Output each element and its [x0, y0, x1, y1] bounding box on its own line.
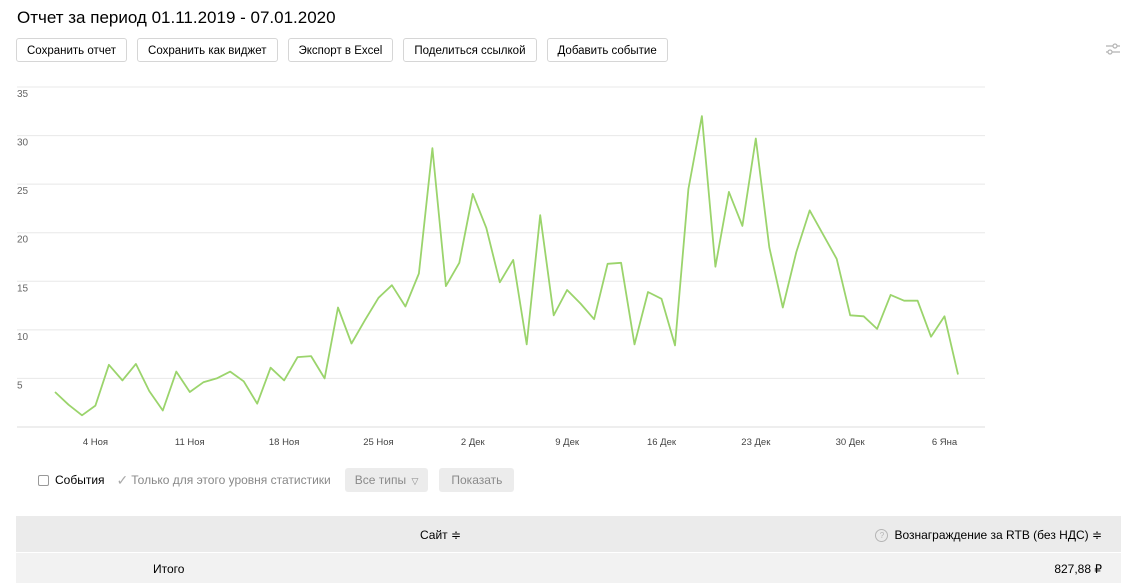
y-tick-label: 5	[17, 380, 23, 391]
events-label: События	[55, 473, 105, 487]
total-label: Итого	[153, 562, 185, 576]
y-tick-label: 15	[17, 283, 29, 294]
only-level-label: Только для этого уровня статистики	[131, 473, 331, 487]
x-tick-label: 30 Дек	[836, 437, 866, 448]
column-site-header[interactable]: Сайт ≑	[420, 528, 462, 542]
y-tick-label: 30	[17, 138, 29, 149]
column-reward-header[interactable]: ? Вознаграждение за RTB (без НДС) ≑	[875, 528, 1102, 542]
x-tick-label: 2 Дек	[461, 437, 486, 448]
table-header: Сайт ≑ ? Вознаграждение за RTB (без НДС)…	[16, 516, 1121, 552]
events-checkbox[interactable]	[38, 474, 49, 486]
x-tick-label: 9 Дек	[555, 437, 580, 448]
x-tick-label: 16 Дек	[647, 437, 677, 448]
y-tick-label: 10	[17, 332, 29, 343]
x-tick-label: 25 Ноя	[363, 437, 394, 448]
total-value: 827,88 ₽	[1054, 562, 1102, 576]
y-tick-label: 25	[17, 186, 29, 197]
checkmark-icon[interactable]: ✓	[116, 471, 129, 488]
chevron-down-icon: ▽	[411, 476, 419, 486]
x-tick-label: 11 Ноя	[175, 437, 205, 448]
event-types-value: Все типы	[354, 473, 407, 487]
y-tick-label: 35	[17, 89, 29, 100]
y-tick-label: 20	[17, 235, 29, 246]
table-total-row: Итого 827,88 ₽	[16, 553, 1121, 583]
series-line	[54, 115, 959, 417]
x-tick-label: 23 Дек	[741, 437, 771, 448]
sliders-icon[interactable]	[1105, 42, 1121, 56]
line-chart: 5 10 15 20 25 30 35 4 Ноя 11 Ноя 18 Ноя 25 Ноя 2 Де…	[17, 86, 985, 448]
save-report-button[interactable]: Сохранить отчет	[16, 38, 128, 62]
export-excel-button[interactable]: Экспорт в Excel	[287, 38, 394, 62]
column-reward-label: Вознаграждение за RTB (без НДС) ≑	[894, 528, 1102, 542]
x-tick-label: 4 Ноя	[83, 437, 108, 448]
add-event-button[interactable]: Добавить событие	[546, 38, 668, 62]
toolbar: Сохранить отчет Сохранить как виджет Экс…	[16, 38, 668, 62]
x-tick-label: 6 Яна	[932, 437, 958, 448]
page-title: Отчет за период 01.11.2019 - 07.01.2020	[17, 8, 336, 27]
x-tick-label: 18 Ноя	[269, 437, 300, 448]
help-icon[interactable]: ?	[875, 528, 889, 542]
show-button[interactable]: Показать	[439, 468, 515, 492]
save-as-widget-button[interactable]: Сохранить как виджет	[137, 38, 278, 62]
share-link-button[interactable]: Поделиться ссылкой	[403, 38, 537, 62]
chart-filters: События ✓ Только для этого уровня статис…	[38, 468, 515, 492]
event-types-select[interactable]: Все типы ▽	[344, 468, 429, 492]
